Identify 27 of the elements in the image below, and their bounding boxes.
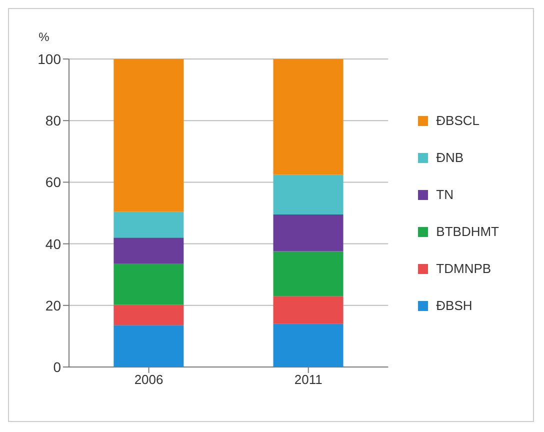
y-tick-label: 20 [45, 297, 62, 314]
legend-label: ĐBSH [436, 298, 472, 313]
bar [273, 174, 344, 215]
y-tick-label: 100 [38, 50, 62, 67]
bar [114, 238, 184, 264]
bar [273, 251, 344, 296]
y-tick-label: 60 [45, 174, 62, 190]
x-tick-label: 2011 [294, 372, 322, 388]
legend-label: BTBDHMT [436, 224, 499, 239]
y-tick-label: 40 [45, 236, 62, 252]
bar [273, 214, 344, 252]
y-axis-title: % [38, 30, 50, 44]
bar [114, 212, 184, 238]
bar [114, 325, 184, 367]
legend-label: TN [436, 187, 454, 202]
y-tick-label: 80 [45, 112, 62, 129]
legend-label: ĐBSCL [436, 113, 480, 128]
bar [114, 264, 184, 305]
bar [114, 59, 184, 212]
legend-label: ĐNB [436, 150, 464, 165]
legend-label: TDMNPB [436, 261, 492, 276]
bar [273, 324, 344, 367]
x-tick-label: 2006 [134, 372, 164, 388]
bar [273, 296, 344, 324]
bar [114, 304, 184, 326]
y-tick-label: 0 [53, 358, 62, 375]
bar [273, 59, 344, 175]
